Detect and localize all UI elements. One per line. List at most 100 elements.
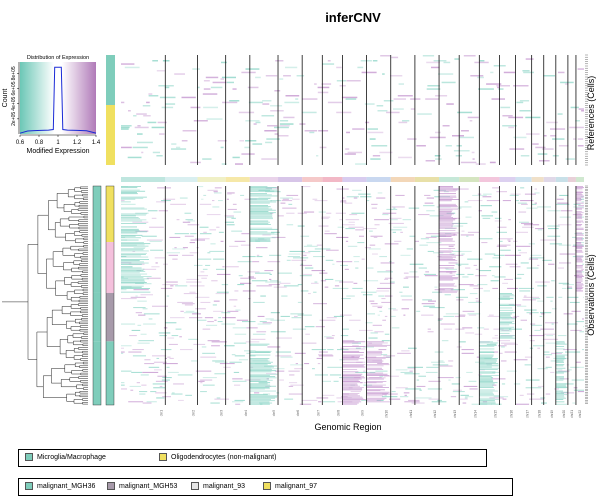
- observation-cell: [388, 308, 396, 310]
- reference-cell: [393, 98, 406, 100]
- observation-cell: [486, 200, 501, 202]
- cnv-block-4: [342, 352, 364, 353]
- observation-cell: [335, 280, 344, 282]
- cnv-block-4: [342, 402, 359, 404]
- cnv-block-8: [479, 352, 495, 353]
- observation-cell: [198, 380, 205, 382]
- observation-cell: [369, 244, 376, 246]
- dendrogram-branch: [83, 197, 88, 200]
- cnv-block-4: [342, 395, 360, 397]
- cnv-block-9: [499, 317, 512, 318]
- observation-cell: [335, 212, 346, 214]
- observation-cell: [121, 382, 125, 384]
- observation-cell: [516, 200, 519, 202]
- cnv-block-7: [439, 255, 452, 257]
- reference-cell: [542, 148, 554, 150]
- cnv-block-10: [555, 360, 564, 362]
- observation-cell: [574, 249, 583, 251]
- observation-cell: [186, 278, 199, 280]
- cnv-block-5: [366, 361, 383, 363]
- observation-cell: [132, 349, 144, 351]
- cnv-block-2: [249, 201, 277, 203]
- observation-cell: [207, 189, 218, 191]
- observation-cell: [498, 238, 513, 240]
- observation-cell: [513, 383, 521, 385]
- cnv-block-10: [555, 377, 564, 379]
- observation-cell: [543, 354, 553, 356]
- dendrogram-branch: [70, 326, 81, 331]
- cnv-block-1: [121, 285, 144, 287]
- chromosome-labels: chr1 chr2 chr3 chr4 chr5 chr6 chr7 chr8 chr9 chr1…: [159, 410, 582, 418]
- observation-cell: [343, 393, 349, 395]
- observation-cell: [121, 289, 127, 291]
- observation-cell: [525, 387, 542, 389]
- observation-cell: [530, 254, 542, 256]
- observation-cell: [440, 323, 455, 325]
- observation-cell: [405, 276, 419, 278]
- observation-cell: [458, 206, 472, 208]
- observation-cell: [155, 380, 168, 382]
- observation-cell: [437, 319, 442, 321]
- chromosome-label-chr5: chr5: [272, 410, 276, 416]
- observation-cell: [477, 284, 488, 286]
- observation-cell: [374, 331, 384, 333]
- observation-cell: [199, 203, 212, 205]
- observation-cell: [281, 295, 288, 297]
- cnv-block-1: [121, 248, 145, 249]
- cnv-block-11: [575, 237, 583, 239]
- observation-cell: [508, 219, 511, 221]
- cnv-block-4: [342, 381, 361, 382]
- observation-cell: [370, 235, 383, 237]
- cnv-block-5: [366, 378, 384, 380]
- cnv-block-8: [479, 375, 499, 376]
- reference-cell: [565, 158, 575, 160]
- cnv-block-4: [342, 342, 359, 344]
- observation-cell: [242, 256, 256, 258]
- observation-cell: [516, 403, 530, 405]
- reference-cell: [557, 113, 563, 115]
- cnv-block-8: [479, 377, 493, 379]
- observation-cell: [220, 240, 224, 242]
- observation-cell: [376, 290, 390, 292]
- observation-cell: [506, 370, 517, 372]
- observation-cell: [505, 263, 518, 265]
- observation-cell: [551, 323, 554, 325]
- observation-cell: [394, 240, 402, 242]
- cnv-block-3: [249, 401, 270, 403]
- observation-cell: [462, 276, 469, 278]
- cnv-block-12: [575, 265, 583, 266]
- cnv-block-12: [575, 283, 583, 285]
- dendrogram-branch: [82, 288, 88, 292]
- observation-cell: [297, 301, 302, 303]
- cnv-block-9: [499, 320, 515, 322]
- observation-cell: [322, 380, 331, 382]
- reference-cell: [152, 151, 160, 154]
- observation-cell: [467, 200, 483, 202]
- observation-cell: [275, 351, 291, 353]
- observation-cell: [227, 192, 235, 194]
- observation-cell: [390, 229, 402, 231]
- reference-cell: [369, 138, 376, 140]
- cnv-block-9: [499, 328, 512, 329]
- dendrogram-branch: [78, 266, 88, 270]
- observation-cell: [137, 300, 147, 302]
- cnv-block-2: [249, 207, 269, 209]
- observation-cell: [202, 384, 215, 386]
- observation-cell: [203, 231, 207, 233]
- observation-cell: [456, 273, 465, 275]
- observation-cell: [424, 275, 438, 277]
- reference-cell: [371, 145, 388, 147]
- cnv-block-5: [366, 342, 388, 344]
- cnv-block-12: [575, 289, 582, 291]
- cnv-block-5: [366, 360, 384, 362]
- cnv-block-5: [366, 373, 388, 375]
- observation-cell: [393, 226, 408, 228]
- observation-cell: [534, 202, 537, 204]
- cnv-block-9: [499, 337, 516, 339]
- observation-cell: [497, 244, 511, 246]
- cnv-block-9: [499, 303, 515, 305]
- cnv-block-0: [121, 230, 140, 231]
- reference-cell: [266, 138, 280, 140]
- reference-cell: [427, 85, 440, 87]
- observation-cell: [304, 211, 315, 213]
